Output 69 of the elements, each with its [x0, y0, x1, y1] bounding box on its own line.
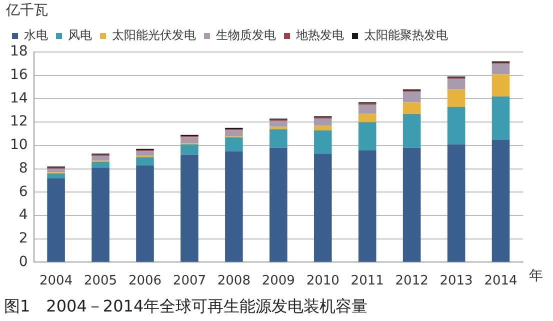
- bar: [358, 122, 376, 150]
- y-tick-label: 6: [18, 184, 28, 200]
- bar: [492, 74, 510, 96]
- x-tick-label: 2004: [40, 273, 73, 288]
- text: 图1 2004－2014年全球可再生能源发电装机容量: [4, 296, 368, 316]
- legend-label: 太阳能聚热发电: [364, 28, 448, 42]
- x-tick-label: 2007: [172, 273, 206, 288]
- y-tick-label: 10: [10, 137, 28, 154]
- bar: [270, 148, 288, 262]
- bar: [447, 89, 466, 107]
- y-axis-title: 亿千瓦: [5, 2, 48, 19]
- bar: [358, 104, 376, 114]
- bar: [402, 114, 421, 148]
- bar: [402, 92, 421, 102]
- bar: [492, 96, 510, 140]
- x-tick-label: 2011: [350, 273, 384, 288]
- y-tick-label: 12: [10, 114, 28, 130]
- y-tick-label: 4: [18, 207, 28, 224]
- bar: [180, 144, 198, 155]
- x-tick-label: 2008: [217, 273, 250, 288]
- bar: [47, 168, 65, 172]
- bar: [136, 151, 154, 156]
- bar: [136, 157, 154, 166]
- y-tick-label: 0: [18, 254, 28, 270]
- bar: [225, 151, 243, 262]
- bar: [314, 126, 332, 130]
- bar: [270, 120, 288, 127]
- x-tick-label: 2010: [306, 273, 340, 288]
- x-tick-label: 2013: [440, 273, 473, 288]
- bar: [492, 64, 510, 74]
- x-tick-label: 2009: [262, 273, 295, 288]
- x-tick-label: 2014: [484, 273, 518, 288]
- y-tick-label: 2: [18, 230, 28, 246]
- y-tick-label: 16: [10, 66, 28, 83]
- bar: [314, 118, 332, 126]
- bar: [358, 150, 376, 262]
- bar: [270, 126, 288, 130]
- x-tick-label: 2012: [395, 273, 428, 288]
- bar: [402, 102, 421, 114]
- bar: [447, 144, 466, 262]
- y-tick-label: 18: [10, 44, 28, 60]
- bar: [358, 114, 376, 122]
- bar: [225, 137, 243, 152]
- bar: [92, 162, 110, 168]
- y-tick-label: 8: [18, 160, 28, 176]
- y-tick-label: 14: [10, 90, 28, 106]
- bar: [270, 129, 288, 148]
- bar: [180, 137, 198, 144]
- legend-label: 水电: [24, 28, 48, 42]
- legend-label: 风电: [68, 28, 92, 42]
- bar: [47, 178, 65, 262]
- bar: [447, 78, 466, 90]
- bar: [492, 140, 510, 262]
- x-tick-label: 2005: [84, 273, 118, 288]
- bar: [447, 106, 466, 144]
- legend-label: 生物质发电: [216, 28, 276, 42]
- x-tick-label: 2006: [128, 273, 162, 288]
- bar: [225, 130, 243, 136]
- bar: [402, 148, 421, 262]
- bar: [180, 154, 198, 262]
- bar: [92, 156, 110, 161]
- bar: [47, 173, 65, 178]
- legend-label: 地热发电: [295, 28, 344, 42]
- bar: [136, 165, 154, 262]
- legend-label: 太阳能光伏发电: [112, 28, 196, 42]
- bar: [314, 130, 332, 154]
- bar: [92, 168, 110, 262]
- x-axis-title: 年: [529, 268, 543, 284]
- bar: [314, 154, 332, 262]
